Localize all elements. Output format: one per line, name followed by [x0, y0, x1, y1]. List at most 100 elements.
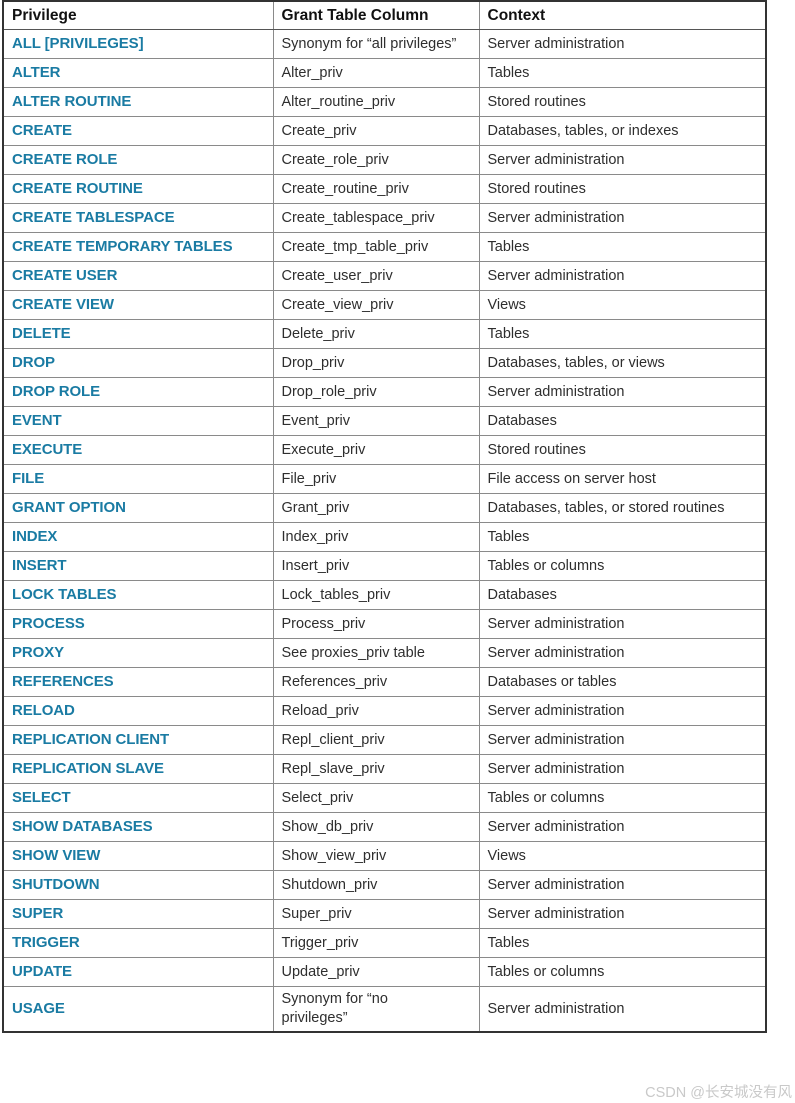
privilege-link[interactable]: ALTER ROUTINE [12, 93, 132, 110]
context-cell: Databases, tables, or stored routines [478, 493, 767, 523]
privilege-link[interactable]: INSERT [12, 557, 67, 574]
privilege-cell: CREATE USER [2, 261, 274, 291]
table-row: UPDATE Update_priv Tables or columns [2, 957, 767, 987]
grant-table-column-cell: Event_priv [272, 406, 480, 436]
privilege-cell: SHOW DATABASES [2, 812, 274, 842]
privilege-cell: PROCESS [2, 609, 274, 639]
grant-table-column-cell: Create_priv [272, 116, 480, 146]
privilege-link[interactable]: EXECUTE [12, 441, 83, 458]
context-cell: Server administration [478, 725, 767, 755]
grant-table-column-cell: Index_priv [272, 522, 480, 552]
privilege-link[interactable]: SHOW DATABASES [12, 818, 153, 835]
privilege-link[interactable]: REPLICATION CLIENT [12, 731, 170, 748]
privilege-cell: SUPER [2, 899, 274, 929]
privilege-link[interactable]: CREATE VIEW [12, 296, 114, 313]
table-row: CREATE TEMPORARY TABLES Create_tmp_table_… [2, 232, 767, 262]
table-row: CREATE ROUTINE Create_routine_priv Stored … [2, 174, 767, 204]
context-cell: Tables or columns [478, 551, 767, 581]
table-row: ALTER ROUTINE Alter_routine_priv Stored ro… [2, 87, 767, 117]
privilege-link[interactable]: DROP ROLE [12, 383, 101, 400]
privilege-link[interactable]: CREATE TEMPORARY TABLES [12, 238, 233, 255]
privilege-cell: CREATE VIEW [2, 290, 274, 320]
context-cell: Databases, tables, or indexes [478, 116, 767, 146]
privilege-link[interactable]: PROXY [12, 644, 65, 661]
grant-table-column-cell: Delete_priv [272, 319, 480, 349]
privilege-link[interactable]: SUPER [12, 905, 64, 922]
table-row: SUPER Super_priv Server administration [2, 899, 767, 929]
privilege-cell: RELOAD [2, 696, 274, 726]
grant-table-column-cell: Insert_priv [272, 551, 480, 581]
grant-table-column-cell: Update_priv [272, 957, 480, 987]
context-cell: Server administration [478, 638, 767, 668]
grant-table-column-cell: Create_view_priv [272, 290, 480, 320]
grant-table-column-cell: Create_tmp_table_priv [272, 232, 480, 262]
privilege-cell: USAGE [2, 986, 274, 1033]
table-row: TRIGGER Trigger_priv Tables [2, 928, 767, 958]
grant-table-column-cell: Alter_priv [272, 58, 480, 88]
privilege-link[interactable]: REPLICATION SLAVE [12, 760, 164, 777]
privilege-link[interactable]: SELECT [12, 789, 71, 806]
grant-table-column-cell: See proxies_priv table [272, 638, 480, 668]
privilege-link[interactable]: FILE [12, 470, 45, 487]
context-cell: Databases [478, 406, 767, 436]
table-row: CREATE VIEW Create_view_priv Views [2, 290, 767, 320]
privilege-link[interactable]: ALL [PRIVILEGES] [12, 35, 144, 52]
privilege-link[interactable]: CREATE ROLE [12, 151, 118, 168]
context-cell: Tables or columns [478, 957, 767, 987]
privilege-link[interactable]: LOCK TABLES [12, 586, 117, 603]
table-row: DROP ROLE Drop_role_priv Server administra… [2, 377, 767, 407]
privilege-link[interactable]: TRIGGER [12, 934, 80, 951]
privilege-link[interactable]: USAGE [12, 1000, 65, 1017]
privilege-cell: CREATE TABLESPACE [2, 203, 274, 233]
grant-table-column-cell: Shutdown_priv [272, 870, 480, 900]
privilege-link[interactable]: DELETE [12, 325, 71, 342]
table-row: CREATE USER Create_user_priv Server admini… [2, 261, 767, 291]
privilege-link[interactable]: PROCESS [12, 615, 85, 632]
col-header-privilege: Privilege [2, 0, 274, 30]
privilege-link[interactable]: ALTER [12, 64, 61, 81]
grant-table-column-cell: Synonym for “all privileges” [272, 29, 480, 59]
grant-table-column-cell: Execute_priv [272, 435, 480, 465]
privilege-link[interactable]: SHOW VIEW [12, 847, 101, 864]
privilege-link[interactable]: CREATE [12, 122, 72, 139]
grant-table-column-cell: Drop_priv [272, 348, 480, 378]
context-cell: Server administration [478, 609, 767, 639]
table-row: CREATE Create_priv Databases, tables, or i… [2, 116, 767, 146]
privilege-cell: DROP [2, 348, 274, 378]
privilege-link[interactable]: UPDATE [12, 963, 72, 980]
grant-table-column-cell: Alter_routine_priv [272, 87, 480, 117]
privilege-link[interactable]: DROP [12, 354, 55, 371]
table-row: REPLICATION SLAVE Repl_slave_priv Server a… [2, 754, 767, 784]
table-row: INSERT Insert_priv Tables or columns [2, 551, 767, 581]
privilege-link[interactable]: RELOAD [12, 702, 75, 719]
privilege-cell: CREATE ROLE [2, 145, 274, 175]
context-cell: Tables [478, 522, 767, 552]
context-cell: Databases [478, 580, 767, 610]
privilege-link[interactable]: CREATE ROUTINE [12, 180, 143, 197]
grant-table-column-cell: Create_tablespace_priv [272, 203, 480, 233]
context-cell: Stored routines [478, 87, 767, 117]
context-cell: Views [478, 290, 767, 320]
privilege-link[interactable]: CREATE TABLESPACE [12, 209, 175, 226]
context-cell: Stored routines [478, 435, 767, 465]
table-row: GRANT OPTION Grant_priv Databases, tables,… [2, 493, 767, 523]
table-row: RELOAD Reload_priv Server administration [2, 696, 767, 726]
privilege-link[interactable]: REFERENCES [12, 673, 114, 690]
grant-table-column-cell: Show_db_priv [272, 812, 480, 842]
table-row: ALL [PRIVILEGES] Synonym for “all privile… [2, 29, 767, 59]
context-cell: Server administration [478, 870, 767, 900]
privilege-link[interactable]: GRANT OPTION [12, 499, 126, 516]
privilege-link[interactable]: SHUTDOWN [12, 876, 100, 893]
privilege-link[interactable]: INDEX [12, 528, 58, 545]
grant-table-column-cell: Super_priv [272, 899, 480, 929]
table-row: EVENT Event_priv Databases [2, 406, 767, 436]
privilege-cell: INSERT [2, 551, 274, 581]
table-row: FILE File_priv File access on server host [2, 464, 767, 494]
context-cell: Tables [478, 58, 767, 88]
privilege-link[interactable]: CREATE USER [12, 267, 118, 284]
table-row: REPLICATION CLIENT Repl_client_priv Server… [2, 725, 767, 755]
privilege-link[interactable]: EVENT [12, 412, 62, 429]
grant-table-column-cell: References_priv [272, 667, 480, 697]
context-cell: Tables [478, 928, 767, 958]
